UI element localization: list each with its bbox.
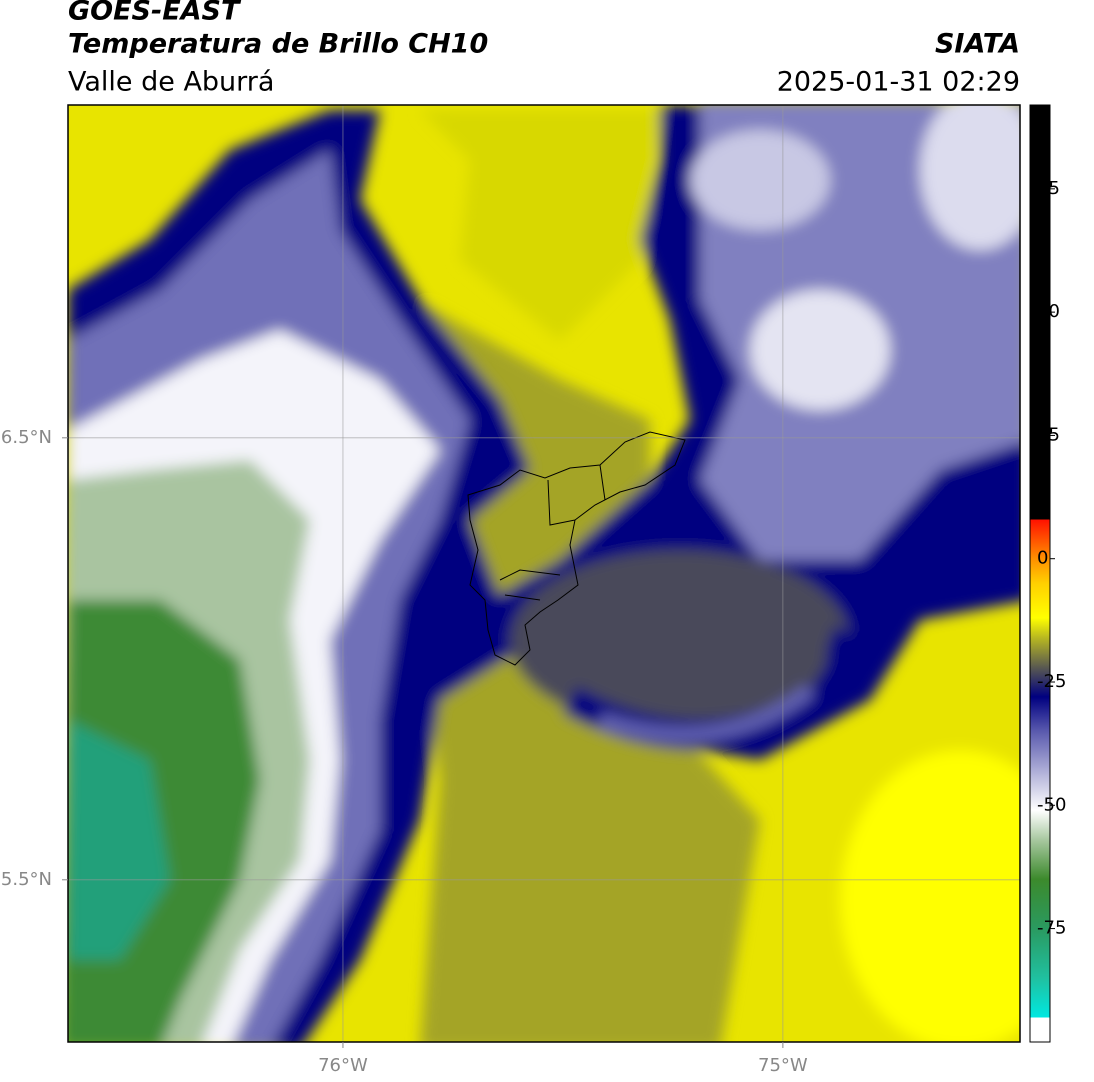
colorbar-tick-label: -75 [1037,918,1066,939]
lat-label: 5.5°N [1,869,52,890]
region: Valle de Aburrá [68,67,274,98]
map-frame [67,104,1021,1043]
colorbar [1029,104,1051,1043]
lon-label: 75°W [758,1055,808,1076]
graticule [68,105,1020,1042]
lat-label: 6.5°N [1,427,52,448]
municipal-boundaries [467,431,686,666]
satellite-image [68,105,1020,1042]
subtitle: Temperatura de Brillo CH10 [68,29,488,60]
colorbar-tick-label: 50 [1037,301,1060,322]
colorbar-tick-label: 25 [1037,424,1060,445]
colorbar-tick-label: -50 [1037,794,1066,815]
colorbar-tick-label: 75 [1037,178,1060,199]
lon-label: 76°W [318,1055,368,1076]
timestamp: 2025-01-31 02:29 [777,67,1020,98]
source: SIATA [935,29,1020,60]
title: GOES-EAST [68,0,242,27]
colorbar-tick-label: -25 [1037,671,1066,692]
colorbar-tick-label: 0 [1037,548,1048,569]
